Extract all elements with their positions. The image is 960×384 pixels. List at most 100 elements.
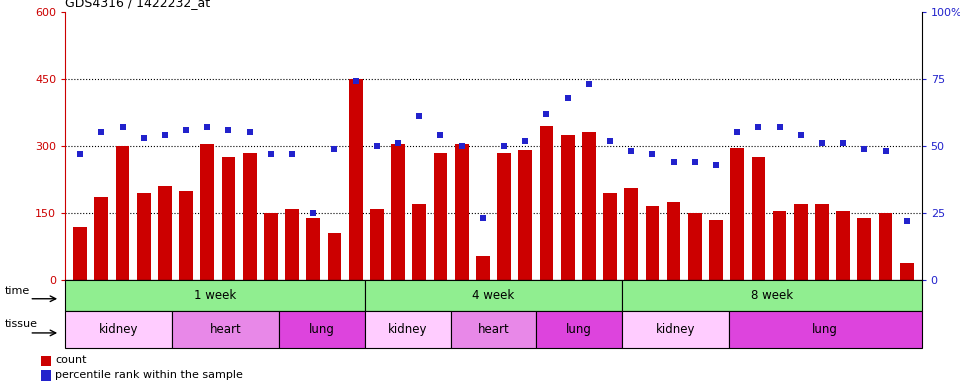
Text: percentile rank within the sample: percentile rank within the sample [56,370,243,380]
Point [326,146,342,152]
Bar [365,280,622,311]
Bar [645,207,660,280]
Bar [450,311,537,348]
Text: heart: heart [210,323,242,336]
Bar [900,263,914,280]
Bar [413,204,426,280]
Point [602,137,617,144]
Point [730,129,745,136]
Point [581,81,596,87]
Text: time: time [5,286,31,296]
Point [496,143,512,149]
Point [136,135,152,141]
Bar [582,132,596,280]
Point [391,140,406,146]
Point [370,143,385,149]
Bar [857,218,872,280]
Bar [622,280,922,311]
Bar [137,193,151,280]
Bar [285,209,299,280]
Point [348,78,363,84]
Text: 8 week: 8 week [751,289,793,302]
Point [263,151,278,157]
Bar [603,193,617,280]
Bar [878,213,893,280]
Point [539,111,554,117]
Bar [73,227,87,280]
Point [856,146,872,152]
Text: lung: lung [812,323,838,336]
Bar [279,311,365,348]
Bar [794,204,807,280]
Point [200,124,215,130]
Text: 1 week: 1 week [194,289,236,302]
Point [94,129,109,136]
Bar [201,144,214,280]
Point [242,129,257,136]
Bar [729,311,922,348]
Point [877,148,893,154]
Bar [41,370,51,381]
Bar [348,79,363,280]
Point [115,124,131,130]
Point [157,132,173,138]
Text: lung: lung [566,323,592,336]
Text: GDS4316 / 1422232_at: GDS4316 / 1422232_at [65,0,210,9]
Point [517,137,533,144]
Point [835,140,851,146]
Bar [688,213,702,280]
Bar [476,256,490,280]
Bar [434,152,447,280]
Bar [65,280,365,311]
Point [772,124,787,130]
Bar [537,311,622,348]
Point [751,124,766,130]
Bar [666,202,681,280]
Bar [518,151,532,280]
Bar [65,311,173,348]
Point [221,127,236,133]
Bar [370,209,384,280]
Point [560,94,575,101]
Point [793,132,808,138]
Bar [773,211,786,280]
Point [454,143,469,149]
Point [708,162,724,168]
Bar [327,233,342,280]
Bar [115,146,130,280]
Bar [561,135,574,280]
Bar [222,157,235,280]
Bar [455,144,468,280]
Point [412,113,427,119]
Bar [709,220,723,280]
Bar [391,144,405,280]
Point [433,132,448,138]
Text: count: count [56,356,86,366]
Bar [836,211,850,280]
Point [284,151,300,157]
Text: heart: heart [477,323,510,336]
Bar [173,311,279,348]
Bar [752,157,765,280]
Point [687,159,703,165]
Text: 4 week: 4 week [472,289,515,302]
Text: kidney: kidney [656,323,695,336]
Bar [264,213,277,280]
Point [305,210,321,216]
Bar [243,152,256,280]
Point [624,148,639,154]
Point [179,127,194,133]
Bar [306,218,321,280]
Bar [180,191,193,280]
Bar [815,204,828,280]
Bar [622,311,729,348]
Point [645,151,660,157]
Bar [497,152,511,280]
Bar [624,189,638,280]
Point [475,215,491,222]
Text: kidney: kidney [388,323,427,336]
Bar [158,186,172,280]
Point [72,151,87,157]
Bar [41,356,51,366]
Bar [731,148,744,280]
